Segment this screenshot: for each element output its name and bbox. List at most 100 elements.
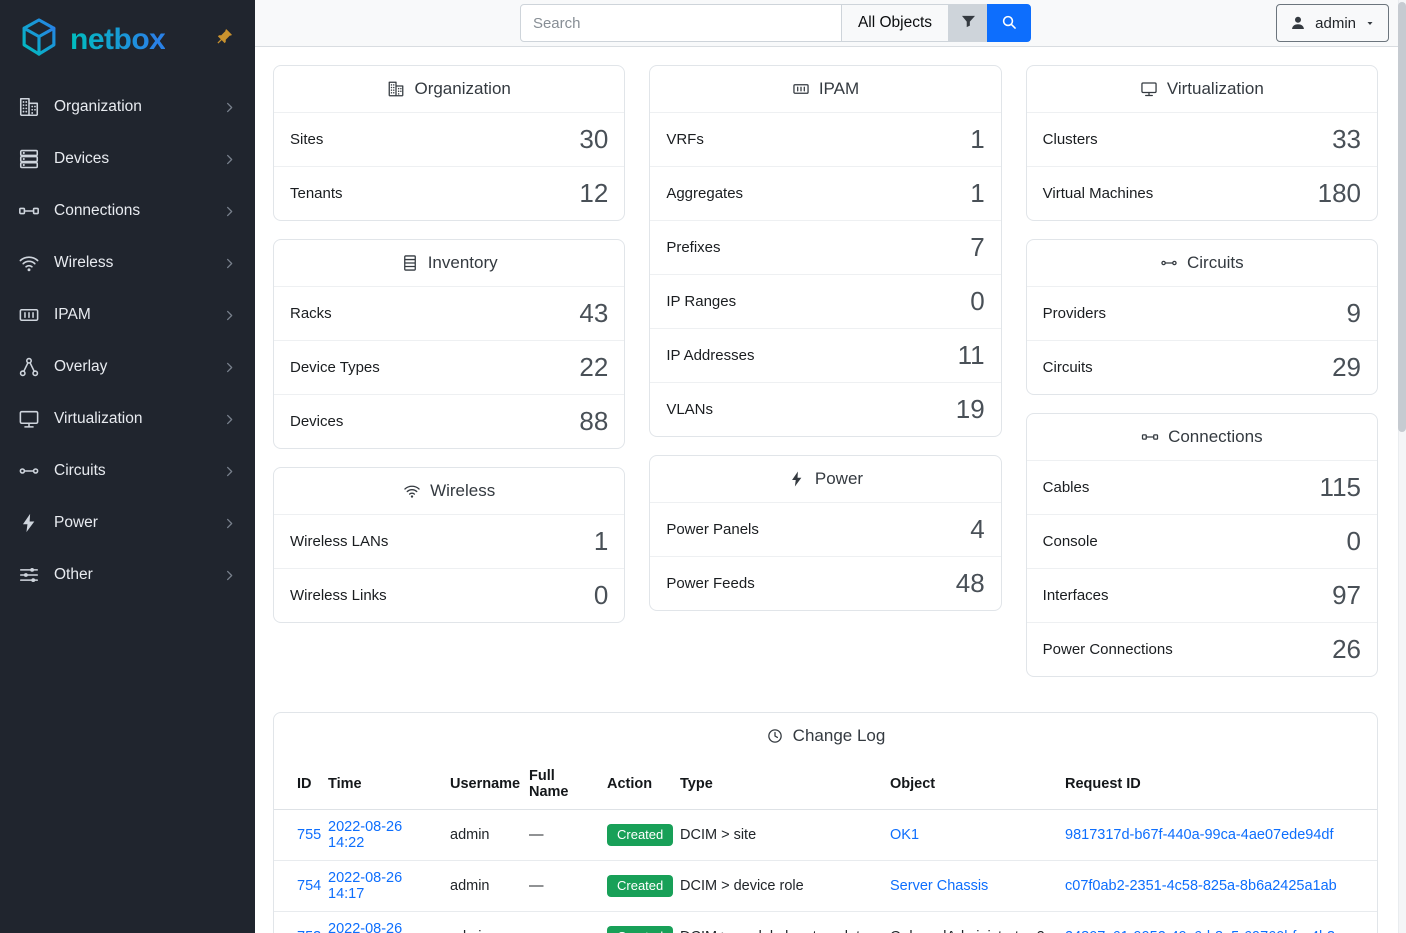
stat-label[interactable]: Power Connections bbox=[1042, 641, 1173, 658]
card-header: Inventory bbox=[274, 240, 624, 286]
stat-value[interactable]: 22 bbox=[579, 351, 609, 382]
sidebar-item-devices[interactable]: Devices bbox=[10, 133, 245, 185]
card-header: Wireless bbox=[274, 468, 624, 514]
stat-value[interactable]: 12 bbox=[579, 177, 609, 208]
changelog-request-id-link[interactable]: 9817317d-b67f-440a-99ca-4ae07ede94df bbox=[1065, 827, 1334, 843]
stat-row-providers: Providers 9 bbox=[1026, 286, 1377, 340]
stat-label[interactable]: Racks bbox=[290, 305, 332, 322]
changelog-request-id-link[interactable]: 24807c61-9952-49c6-b8a5-69760bfcc4b3 bbox=[1065, 929, 1335, 933]
stat-value[interactable]: 43 bbox=[579, 297, 609, 328]
stat-value[interactable]: 26 bbox=[1332, 633, 1361, 664]
stat-value[interactable]: 0 bbox=[593, 579, 609, 610]
pin-icon[interactable] bbox=[214, 28, 233, 47]
stat-value[interactable]: 7 bbox=[970, 231, 985, 262]
changelog-time-link[interactable]: 2022-08-26 14:17 bbox=[328, 870, 403, 902]
stat-label[interactable]: Cables bbox=[1042, 479, 1090, 496]
chevron-right-icon bbox=[222, 100, 237, 115]
stat-label[interactable]: Circuits bbox=[1042, 359, 1093, 376]
stat-value[interactable]: 19 bbox=[955, 393, 985, 424]
sidebar-item-ipam[interactable]: IPAM bbox=[10, 289, 245, 341]
sidebar-nav: Organization Devices Connections Wireles… bbox=[0, 75, 255, 607]
stat-value[interactable]: 180 bbox=[1317, 177, 1361, 208]
stat-value[interactable]: 1 bbox=[593, 525, 609, 556]
netbox-logo[interactable]: netbox bbox=[0, 0, 255, 75]
changelog-object-link[interactable]: Server Chassis bbox=[890, 878, 989, 894]
changelog-request-id-link[interactable]: c07f0ab2-2351-4c58-825a-8b6a2425a1ab bbox=[1065, 878, 1337, 894]
sidebar-item-circuits[interactable]: Circuits bbox=[10, 445, 245, 497]
search-button[interactable] bbox=[987, 4, 1032, 42]
object-type-value: All Objects bbox=[857, 14, 933, 31]
stat-label[interactable]: Clusters bbox=[1042, 131, 1098, 148]
stat-label[interactable]: IP Addresses bbox=[666, 347, 755, 364]
stat-value[interactable]: 115 bbox=[1319, 471, 1361, 502]
stat-label[interactable]: Virtual Machines bbox=[1042, 185, 1154, 202]
stat-value[interactable]: 48 bbox=[955, 567, 985, 598]
card-header: Connections bbox=[1027, 414, 1377, 460]
sidebar-item-power[interactable]: Power bbox=[10, 497, 245, 549]
wireless-icon bbox=[403, 482, 421, 500]
changelog-time-link[interactable]: 2022-08-26 14:15 bbox=[328, 921, 403, 933]
stat-value[interactable]: 97 bbox=[1332, 579, 1361, 610]
changelog-object-link[interactable]: OK1 bbox=[890, 827, 920, 843]
stat-value[interactable]: 30 bbox=[579, 123, 609, 154]
stats-grid: Organization Sites 30 Tenants 12 bbox=[273, 65, 1378, 677]
changelog-id-link[interactable]: 755 bbox=[297, 827, 322, 843]
stat-label[interactable]: Aggregates bbox=[666, 185, 744, 202]
card-wireless: Wireless Wireless LANs 1 Wireless Links … bbox=[273, 467, 626, 623]
sidebar-item-overlay[interactable]: Overlay bbox=[10, 341, 245, 393]
changelog-time-link[interactable]: 2022-08-26 14:22 bbox=[328, 819, 403, 851]
stat-value[interactable]: 29 bbox=[1332, 351, 1361, 382]
action-badge: Created bbox=[607, 926, 674, 933]
scrollbar-thumb[interactable] bbox=[1398, 2, 1406, 432]
changelog-id-link[interactable]: 754 bbox=[297, 878, 322, 894]
stat-value[interactable]: 33 bbox=[1332, 123, 1361, 154]
stat-value[interactable]: 0 bbox=[970, 285, 985, 316]
sidebar-item-organization[interactable]: Organization bbox=[10, 81, 245, 133]
stat-label[interactable]: Power Panels bbox=[666, 521, 759, 538]
devices-icon bbox=[18, 148, 40, 170]
stat-label[interactable]: Tenants bbox=[290, 185, 343, 202]
stat-label[interactable]: Devices bbox=[290, 413, 344, 430]
user-menu-button[interactable]: admin bbox=[1276, 4, 1389, 42]
changelog-username: admin bbox=[450, 860, 529, 912]
filter-button[interactable] bbox=[949, 4, 988, 42]
stat-label[interactable]: Power Feeds bbox=[666, 575, 755, 592]
stat-value[interactable]: 1 bbox=[970, 123, 985, 154]
stat-value[interactable]: 0 bbox=[1346, 525, 1361, 556]
stat-value[interactable]: 88 bbox=[579, 405, 609, 436]
stat-value[interactable]: 1 bbox=[970, 177, 985, 208]
stat-row-cables: Cables 115 bbox=[1026, 460, 1377, 514]
changelog-id-link[interactable]: 753 bbox=[297, 929, 321, 933]
stat-label[interactable]: Interfaces bbox=[1042, 587, 1109, 604]
action-badge: Created bbox=[607, 875, 674, 897]
card-title: Organization bbox=[414, 79, 511, 98]
search-input[interactable] bbox=[519, 4, 842, 42]
connections-icon bbox=[1141, 428, 1159, 446]
stat-label[interactable]: Sites bbox=[290, 131, 324, 148]
stat-row-virtual-machines: Virtual Machines 180 bbox=[1026, 166, 1377, 220]
stat-value[interactable]: 11 bbox=[957, 339, 985, 370]
power-icon bbox=[788, 470, 806, 488]
organization-icon bbox=[387, 80, 405, 98]
stat-label[interactable]: Wireless Links bbox=[290, 587, 387, 604]
stat-label[interactable]: VLANs bbox=[666, 401, 714, 418]
sidebar-item-wireless[interactable]: Wireless bbox=[10, 237, 245, 289]
stat-label[interactable]: Wireless LANs bbox=[290, 533, 389, 550]
sidebar-item-virtualization[interactable]: Virtualization bbox=[10, 393, 245, 445]
changelog-type: DCIM > device role bbox=[680, 860, 890, 912]
card-circuits: Circuits Providers 9 Circuits 29 bbox=[1025, 239, 1378, 395]
stat-value[interactable]: 4 bbox=[970, 513, 985, 544]
card-header: IPAM bbox=[650, 66, 1000, 112]
stat-label[interactable]: Device Types bbox=[290, 359, 380, 376]
stat-label[interactable]: IP Ranges bbox=[666, 293, 737, 310]
stat-label[interactable]: VRFs bbox=[666, 131, 704, 148]
sidebar-item-other[interactable]: Other bbox=[10, 549, 245, 601]
sidebar-item-connections[interactable]: Connections bbox=[10, 185, 245, 237]
object-type-select[interactable]: All Objects bbox=[841, 4, 950, 42]
col-header-full-name: Full Name bbox=[529, 759, 607, 810]
virtualization-icon bbox=[18, 408, 40, 430]
stat-label[interactable]: Console bbox=[1042, 533, 1098, 550]
stat-label[interactable]: Providers bbox=[1042, 305, 1107, 322]
stat-value[interactable]: 9 bbox=[1346, 297, 1361, 328]
stat-label[interactable]: Prefixes bbox=[666, 239, 721, 256]
